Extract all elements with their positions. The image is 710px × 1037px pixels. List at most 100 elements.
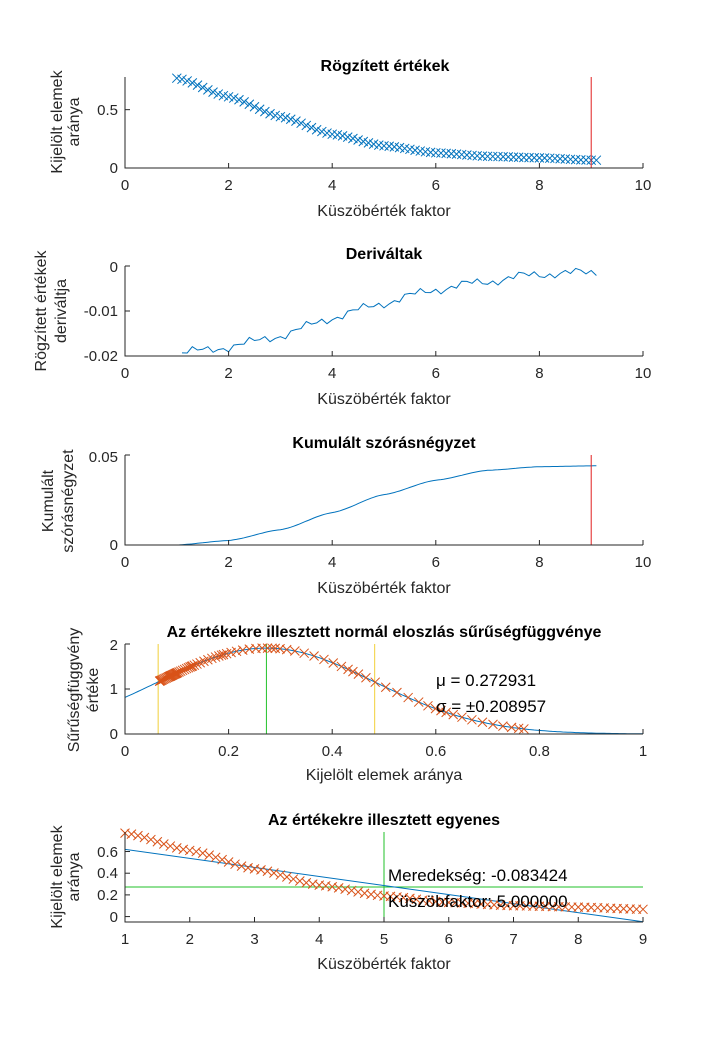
- fit-point-marker: [217, 854, 227, 865]
- fit-point-marker: [638, 904, 648, 915]
- cumvar-ylabel-line2: szórásnégyzet: [60, 449, 77, 553]
- cumvar-series-line: [176, 465, 597, 546]
- derivs-ylabel-line2: deriváltja: [53, 279, 70, 343]
- derivs-ytick: -0.01: [84, 303, 118, 320]
- fit-point-marker: [236, 861, 247, 871]
- pdf-title: Az értékekre illesztett normál eloszlás …: [167, 624, 602, 641]
- fit-point-marker: [243, 862, 253, 873]
- fit-point-marker: [320, 880, 331, 891]
- pdf-point-marker: [423, 700, 433, 711]
- panel-fit: Az értékekre illesztett egyenes Meredeks…: [49, 812, 648, 973]
- derivs-ticks: [124, 265, 644, 357]
- recorded-point-marker: [260, 106, 270, 117]
- pdf-xtick: 0.4: [322, 743, 343, 760]
- fit-slope-annotation: Meredekség: -0.083424: [388, 866, 568, 885]
- fit-xtick: 3: [250, 931, 258, 948]
- recorded-ylabel-line1: Kijelölt elemek: [49, 69, 66, 173]
- fit-point-marker: [223, 857, 234, 867]
- pdf-point-marker: [353, 669, 364, 679]
- fit-xtick: 4: [315, 931, 323, 948]
- fit-xtick: 5: [380, 931, 388, 948]
- fit-xtick: 8: [574, 931, 582, 948]
- recorded-xtick: 0: [121, 177, 129, 194]
- recorded-xtick: 2: [224, 177, 232, 194]
- recorded-point-marker: [311, 124, 322, 135]
- recorded-xlabel: Küszöbérték faktor: [317, 203, 451, 220]
- derivs-xlabel: Küszöbérték faktor: [317, 391, 451, 408]
- fit-ylabel: Kijelölt elemek aránya: [49, 824, 83, 928]
- recorded-point-marker: [249, 101, 260, 112]
- pdf-point-marker: [370, 677, 381, 688]
- fit-ytick: 0.4: [97, 865, 118, 882]
- derivs-xtick: 6: [432, 365, 440, 382]
- fit-point-marker: [333, 883, 344, 893]
- fit-ylabel-line2: aránya: [66, 852, 83, 901]
- pdf-xtick: 0: [121, 743, 129, 760]
- pdf-ylabel-line2: értéke: [85, 668, 102, 713]
- recorded-point-marker: [234, 94, 244, 105]
- fit-point-marker: [359, 888, 370, 899]
- fit-point-marker: [133, 830, 143, 841]
- fit-ylabel-line1: Kijelölt elemek: [49, 824, 66, 928]
- fit-point-marker: [146, 834, 156, 845]
- pdf-point-marker: [237, 645, 248, 655]
- recorded-point-marker: [203, 85, 213, 95]
- recorded-point-marker: [192, 80, 203, 90]
- fit-point-marker: [275, 870, 286, 880]
- cumvar-xtick: 6: [432, 554, 440, 571]
- pdf-point-marker: [506, 722, 517, 733]
- recorded-point-marker: [208, 87, 218, 97]
- derivs-ylabel-line1: Rögzített értékek: [33, 250, 50, 372]
- pdf-point-marker: [380, 682, 391, 693]
- recorded-point-marker: [254, 104, 265, 115]
- pdf-point-marker: [210, 652, 221, 662]
- pdf-point-marker: [290, 646, 300, 656]
- recorded-title: Rögzített értékek: [321, 58, 450, 75]
- fit-xtick: 9: [639, 931, 647, 948]
- cumvar-ticks: [124, 454, 644, 546]
- recorded-point-marker: [529, 152, 540, 163]
- fit-point-marker: [366, 889, 376, 900]
- pdf-point-marker: [403, 692, 414, 703]
- pdf-point-marker: [195, 657, 206, 668]
- derivs-title: Deriváltak: [346, 246, 423, 263]
- pdf-point-marker: [498, 721, 508, 731]
- pdf-point-marker: [413, 697, 424, 707]
- pdf-point-marker: [343, 664, 353, 675]
- pdf-point-marker: [467, 714, 477, 725]
- cumvar-ytick: 0: [110, 537, 118, 554]
- derivs-ytick: -0.02: [84, 348, 118, 365]
- fit-xtick: 6: [445, 931, 453, 948]
- panel-cumvar: Kumulált szórásnégyzet 0 2 4 6 8 10 0 0.…: [40, 435, 651, 597]
- pdf-xtick: 0.8: [529, 743, 550, 760]
- recorded-point-marker: [244, 99, 255, 110]
- panel-derivs: Deriváltak 0 2 4 6 8 10 -0.02 -0.01 0 Kü…: [33, 246, 651, 408]
- cumvar-ytick: 0.05: [89, 449, 118, 466]
- fit-point-marker: [178, 844, 189, 855]
- fit-point-marker: [165, 841, 176, 851]
- derivs-xtick: 2: [224, 365, 232, 382]
- recorded-point-marker: [187, 78, 198, 88]
- cumvar-axes: [124, 455, 643, 546]
- panel-pdf: Az értékekre illesztett normál eloszlás …: [66, 624, 647, 784]
- fit-ytick: 0.2: [97, 887, 118, 904]
- pdf-point-marker: [216, 650, 227, 661]
- pdf-point-marker: [328, 658, 339, 668]
- pdf-ytick: 2: [110, 637, 118, 654]
- fit-point-marker: [210, 852, 221, 863]
- fit-point-marker: [262, 866, 273, 877]
- recorded-xtick: 8: [535, 177, 543, 194]
- pdf-point-marker: [392, 687, 402, 698]
- fit-xlabel: Küszöbérték faktor: [317, 956, 451, 973]
- recorded-point-marker: [306, 122, 317, 133]
- pdf-point-marker: [436, 705, 446, 716]
- fit-xtick: 7: [509, 931, 517, 948]
- fit-xtick: 1: [121, 931, 129, 948]
- pdf-point-marker: [488, 719, 498, 730]
- pdf-ticks: [124, 643, 644, 735]
- cumvar-xtick: 4: [328, 554, 336, 571]
- derivs-ylabel: Rögzített értékek deriváltja: [33, 250, 70, 372]
- recorded-xtick: 4: [328, 177, 336, 194]
- fit-threshold-annotation: Küszöbfaktor: 5.000000: [388, 892, 568, 911]
- recorded-point-marker: [301, 120, 312, 131]
